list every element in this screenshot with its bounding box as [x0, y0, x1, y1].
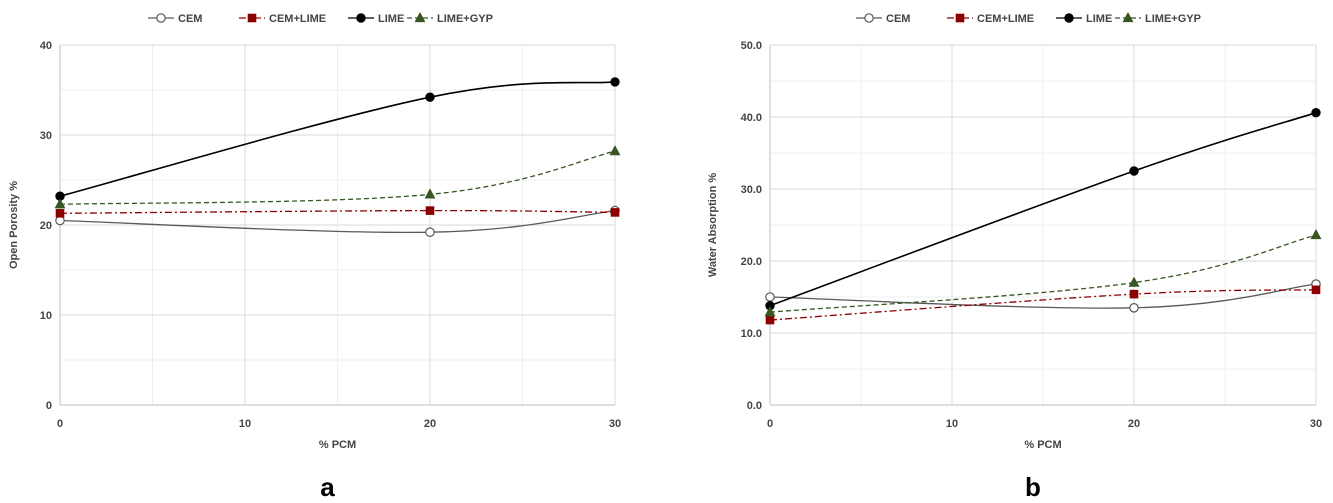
legend-item-lime: LIME	[1056, 13, 1112, 25]
series-line-lime-plus-gyp	[769, 234, 1317, 313]
x-axis-title: % PCM	[1024, 439, 1061, 451]
legend-item-lime: LIME	[348, 13, 404, 25]
series-line-cem-plus-lime	[769, 289, 1317, 321]
panel-label: a	[320, 472, 335, 502]
series-lime-plus-gyp	[764, 229, 1322, 317]
x-tick-label: 20	[1128, 418, 1140, 430]
y-tick-label: 40.0	[741, 112, 762, 124]
series-lime	[55, 77, 620, 201]
legend-marker	[247, 13, 257, 23]
legend-marker	[1064, 13, 1074, 23]
x-tick-label: 30	[1310, 418, 1322, 430]
series-cem-plus-lime	[55, 206, 620, 218]
data-point-cem-plus-lime	[1129, 289, 1139, 299]
legend-marker	[156, 13, 166, 23]
y-tick-label: 40	[40, 40, 52, 52]
y-tick-label: 10	[40, 310, 52, 322]
legend-label: LIME+GYP	[437, 13, 493, 25]
data-point-lime	[425, 92, 435, 102]
y-axis-title: Water Absorption %	[707, 173, 719, 278]
series-cem-plus-lime	[765, 285, 1321, 325]
series-lime	[765, 107, 1321, 311]
legend-label: LIME+GYP	[1145, 13, 1201, 25]
data-point-cem-plus-lime	[1311, 285, 1321, 295]
data-point-lime	[1129, 166, 1139, 176]
data-point-lime	[1311, 107, 1321, 118]
data-point-cem-plus-lime	[765, 315, 775, 325]
series-line-lime	[769, 111, 1317, 307]
data-point-lime-plus-gyp	[424, 188, 436, 199]
data-point-lime-plus-gyp	[1310, 229, 1322, 240]
legend-marker	[955, 13, 965, 23]
x-tick-label: 0	[57, 418, 63, 430]
x-tick-label: 10	[239, 418, 251, 430]
legend-label: CEM+LIME	[269, 13, 326, 25]
y-tick-label: 20	[40, 220, 52, 232]
legend-item-lime-plus-gyp: LIME+GYP	[407, 11, 493, 25]
legend-marker	[864, 13, 874, 23]
legend-item-cem: CEM	[856, 13, 910, 25]
data-point-lime-plus-gyp	[609, 145, 621, 156]
data-point-cem	[765, 292, 775, 302]
data-point-lime-plus-gyp	[1128, 276, 1140, 287]
series-line-cem	[769, 283, 1317, 309]
data-point-lime-plus-gyp	[764, 306, 776, 317]
series-line-cem	[59, 209, 616, 234]
legend-item-cem-plus-lime: CEM+LIME	[239, 13, 326, 25]
data-point-cem-plus-lime	[55, 209, 65, 218]
legend: CEM CEM+LIME LIME LIME+GYP	[856, 11, 1201, 25]
x-tick-label: 10	[946, 418, 958, 430]
series-line-lime	[59, 81, 616, 197]
y-tick-label: 0	[46, 400, 52, 412]
x-tick-label: 20	[424, 418, 436, 430]
chart-water-absorption: 0.0 10.0 20.0 30.0 40.0 50.0 0 10 20 30 Water Abso…	[707, 11, 1322, 502]
data-point-cem-plus-lime	[425, 206, 435, 215]
legend-item-cem-plus-lime: CEM+LIME	[947, 13, 1034, 25]
y-tick-label: 50.0	[741, 40, 762, 52]
series-line-cem-plus-lime	[59, 209, 616, 214]
legend-label: LIME	[1086, 13, 1112, 25]
legend-label: CEM	[886, 13, 910, 25]
x-tick-label: 30	[609, 418, 621, 430]
x-tick-label: 0	[767, 418, 773, 430]
y-tick-label: 30	[40, 130, 52, 142]
data-point-lime-plus-gyp	[54, 198, 66, 209]
series-line-lime-plus-gyp	[59, 150, 616, 205]
gridlines	[59, 44, 616, 406]
legend-label: CEM	[178, 13, 202, 25]
y-tick-label: 20.0	[741, 256, 762, 268]
y-tick-label: 10.0	[741, 328, 762, 340]
legend-label: CEM+LIME	[977, 13, 1034, 25]
series-lime-plus-gyp	[54, 145, 621, 209]
x-axis-title: % PCM	[319, 439, 356, 451]
y-axis-title: Open Porosity %	[8, 181, 20, 269]
data-point-cem	[425, 227, 435, 237]
legend-marker	[414, 11, 426, 23]
y-tick-label: 0.0	[747, 400, 762, 412]
legend: CEM CEM+LIME LIME LIME+GYP	[148, 11, 493, 25]
legend-item-cem: CEM	[148, 13, 202, 25]
legend-marker	[356, 13, 366, 23]
legend-label: LIME	[378, 13, 404, 25]
data-point-lime	[610, 77, 620, 87]
data-point-cem	[1129, 302, 1139, 313]
y-tick-label: 30.0	[741, 184, 762, 196]
panel-label: b	[1025, 472, 1041, 502]
legend-item-lime-plus-gyp: LIME+GYP	[1115, 11, 1201, 25]
gridlines	[769, 44, 1317, 406]
data-point-cem-plus-lime	[610, 208, 620, 217]
legend-marker	[1122, 11, 1134, 23]
